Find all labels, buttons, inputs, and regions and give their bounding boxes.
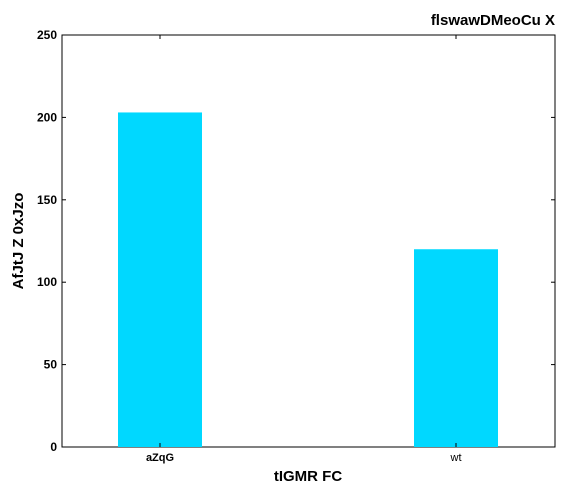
- y-tick-label: 200: [37, 110, 57, 124]
- x-axis-ticks: aZqG wt: [146, 35, 462, 464]
- bar-wt: [414, 249, 498, 447]
- chart-title: flswawDMeoCu X: [431, 12, 555, 29]
- y-tick-label: 100: [37, 275, 57, 289]
- plot-area-frame: [61, 34, 556, 448]
- y-tick-label: 0: [50, 440, 57, 454]
- bars-group: [118, 112, 498, 448]
- x-axis-label: tIGMR FC: [274, 468, 342, 485]
- x-tick-label: wt: [450, 452, 462, 464]
- y-tick-label: 50: [44, 358, 58, 372]
- y-tick-label: 250: [37, 28, 57, 42]
- x-tick-label: aZqG: [146, 452, 174, 464]
- y-tick-label: 150: [37, 193, 57, 207]
- bar-aZqG: [118, 112, 202, 448]
- y-axis-ticks: 0 50 100 150 200 250: [37, 28, 555, 454]
- y-axis-label: AfJtJ Z 0xJzo: [10, 193, 27, 290]
